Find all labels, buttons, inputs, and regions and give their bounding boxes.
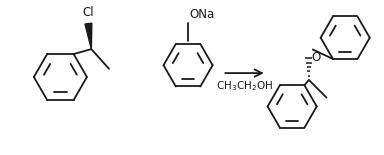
- Text: Cl: Cl: [83, 6, 94, 19]
- Text: O: O: [311, 51, 320, 64]
- Polygon shape: [85, 23, 92, 49]
- Text: $\mathregular{CH_3CH_2OH}$: $\mathregular{CH_3CH_2OH}$: [216, 79, 273, 93]
- Text: ONa: ONa: [189, 8, 214, 21]
